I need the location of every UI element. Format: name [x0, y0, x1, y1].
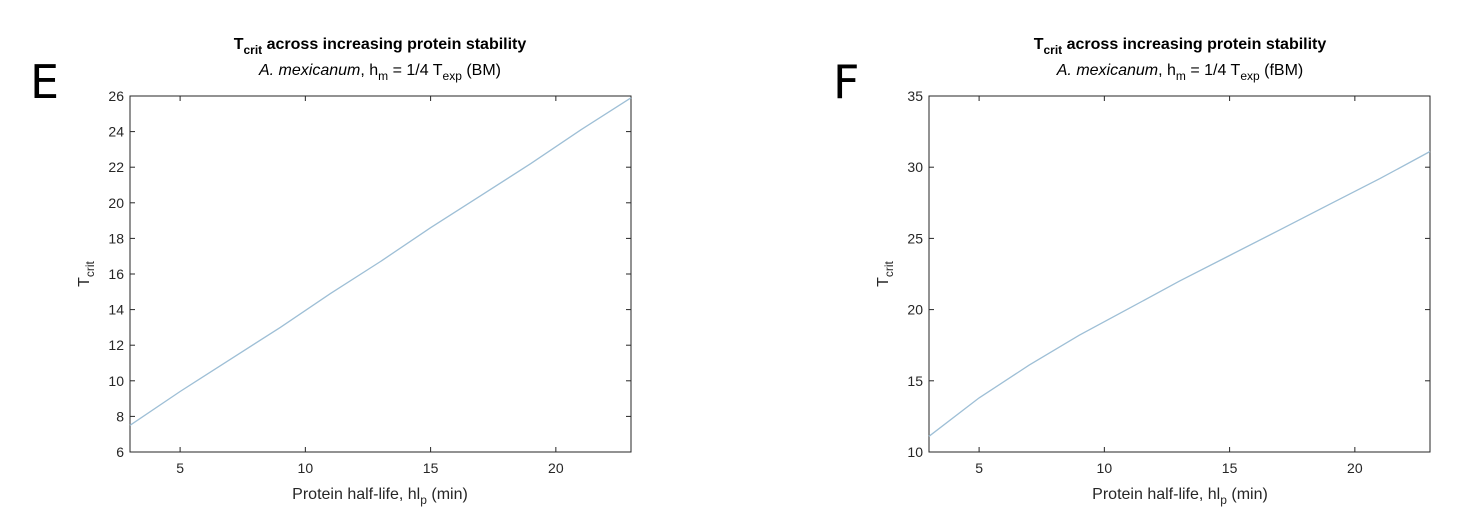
series-line	[129, 97, 632, 426]
x-tick-label: 5	[176, 460, 184, 476]
y-axis-label: Tcrit	[875, 260, 896, 286]
chart-subtitle: A. mexicanum, hm = 1/4 Texp (fBM)	[1056, 62, 1303, 83]
chart-title: Tcrit across increasing protein stabilit…	[1034, 36, 1327, 57]
x-tick-label: 20	[1347, 460, 1363, 476]
y-tick-label: 12	[108, 337, 124, 353]
y-tick-label: 22	[108, 159, 124, 175]
y-tick-label: 35	[907, 88, 923, 104]
panel-e: E Tcrit across increasing protein stabil…	[30, 36, 632, 507]
axis-ticks: 5 10 15 20 6 8 10 12 14 16 18 20 22 24 26	[108, 88, 631, 476]
y-tick-label: 20	[108, 195, 124, 211]
y-tick-label: 18	[108, 230, 124, 246]
y-tick-label: 16	[108, 266, 124, 282]
x-tick-label: 15	[1222, 460, 1238, 476]
x-tick-label: 20	[548, 460, 564, 476]
series-group	[928, 150, 1431, 437]
plot-frame	[129, 95, 632, 453]
chart-subtitle: A. mexicanum, hm = 1/4 Texp (BM)	[258, 62, 501, 83]
y-tick-label: 20	[907, 302, 923, 318]
y-tick-label: 25	[907, 230, 923, 246]
y-tick-label: 14	[108, 302, 124, 318]
x-tick-label: 10	[1097, 460, 1113, 476]
y-tick-label: 8	[116, 408, 124, 424]
panel-label: E	[30, 55, 59, 109]
y-tick-label: 10	[907, 444, 923, 460]
y-tick-label: 6	[116, 444, 124, 460]
y-tick-label: 10	[108, 373, 124, 389]
chart-title: Tcrit across increasing protein stabilit…	[234, 36, 527, 57]
axis-ticks: 5 10 15 20 10 15 20 25 30 35	[907, 88, 1430, 476]
series-group	[129, 97, 632, 426]
x-tick-label: 10	[298, 460, 314, 476]
y-tick-label: 15	[907, 373, 923, 389]
y-tick-label: 24	[108, 124, 124, 140]
y-axis-label: Tcrit	[76, 260, 97, 286]
x-tick-label: 15	[423, 460, 439, 476]
panel-label: F	[833, 55, 859, 109]
x-tick-label: 5	[975, 460, 983, 476]
y-tick-label: 26	[108, 88, 124, 104]
x-axis-label: Protein half-life, hlp (min)	[1092, 486, 1268, 507]
y-tick-label: 30	[907, 159, 923, 175]
x-axis-label: Protein half-life, hlp (min)	[292, 486, 468, 507]
panel-f: F Tcrit across increasing protein stabil…	[833, 36, 1431, 507]
plot-frame	[928, 95, 1431, 453]
series-line	[928, 150, 1431, 437]
